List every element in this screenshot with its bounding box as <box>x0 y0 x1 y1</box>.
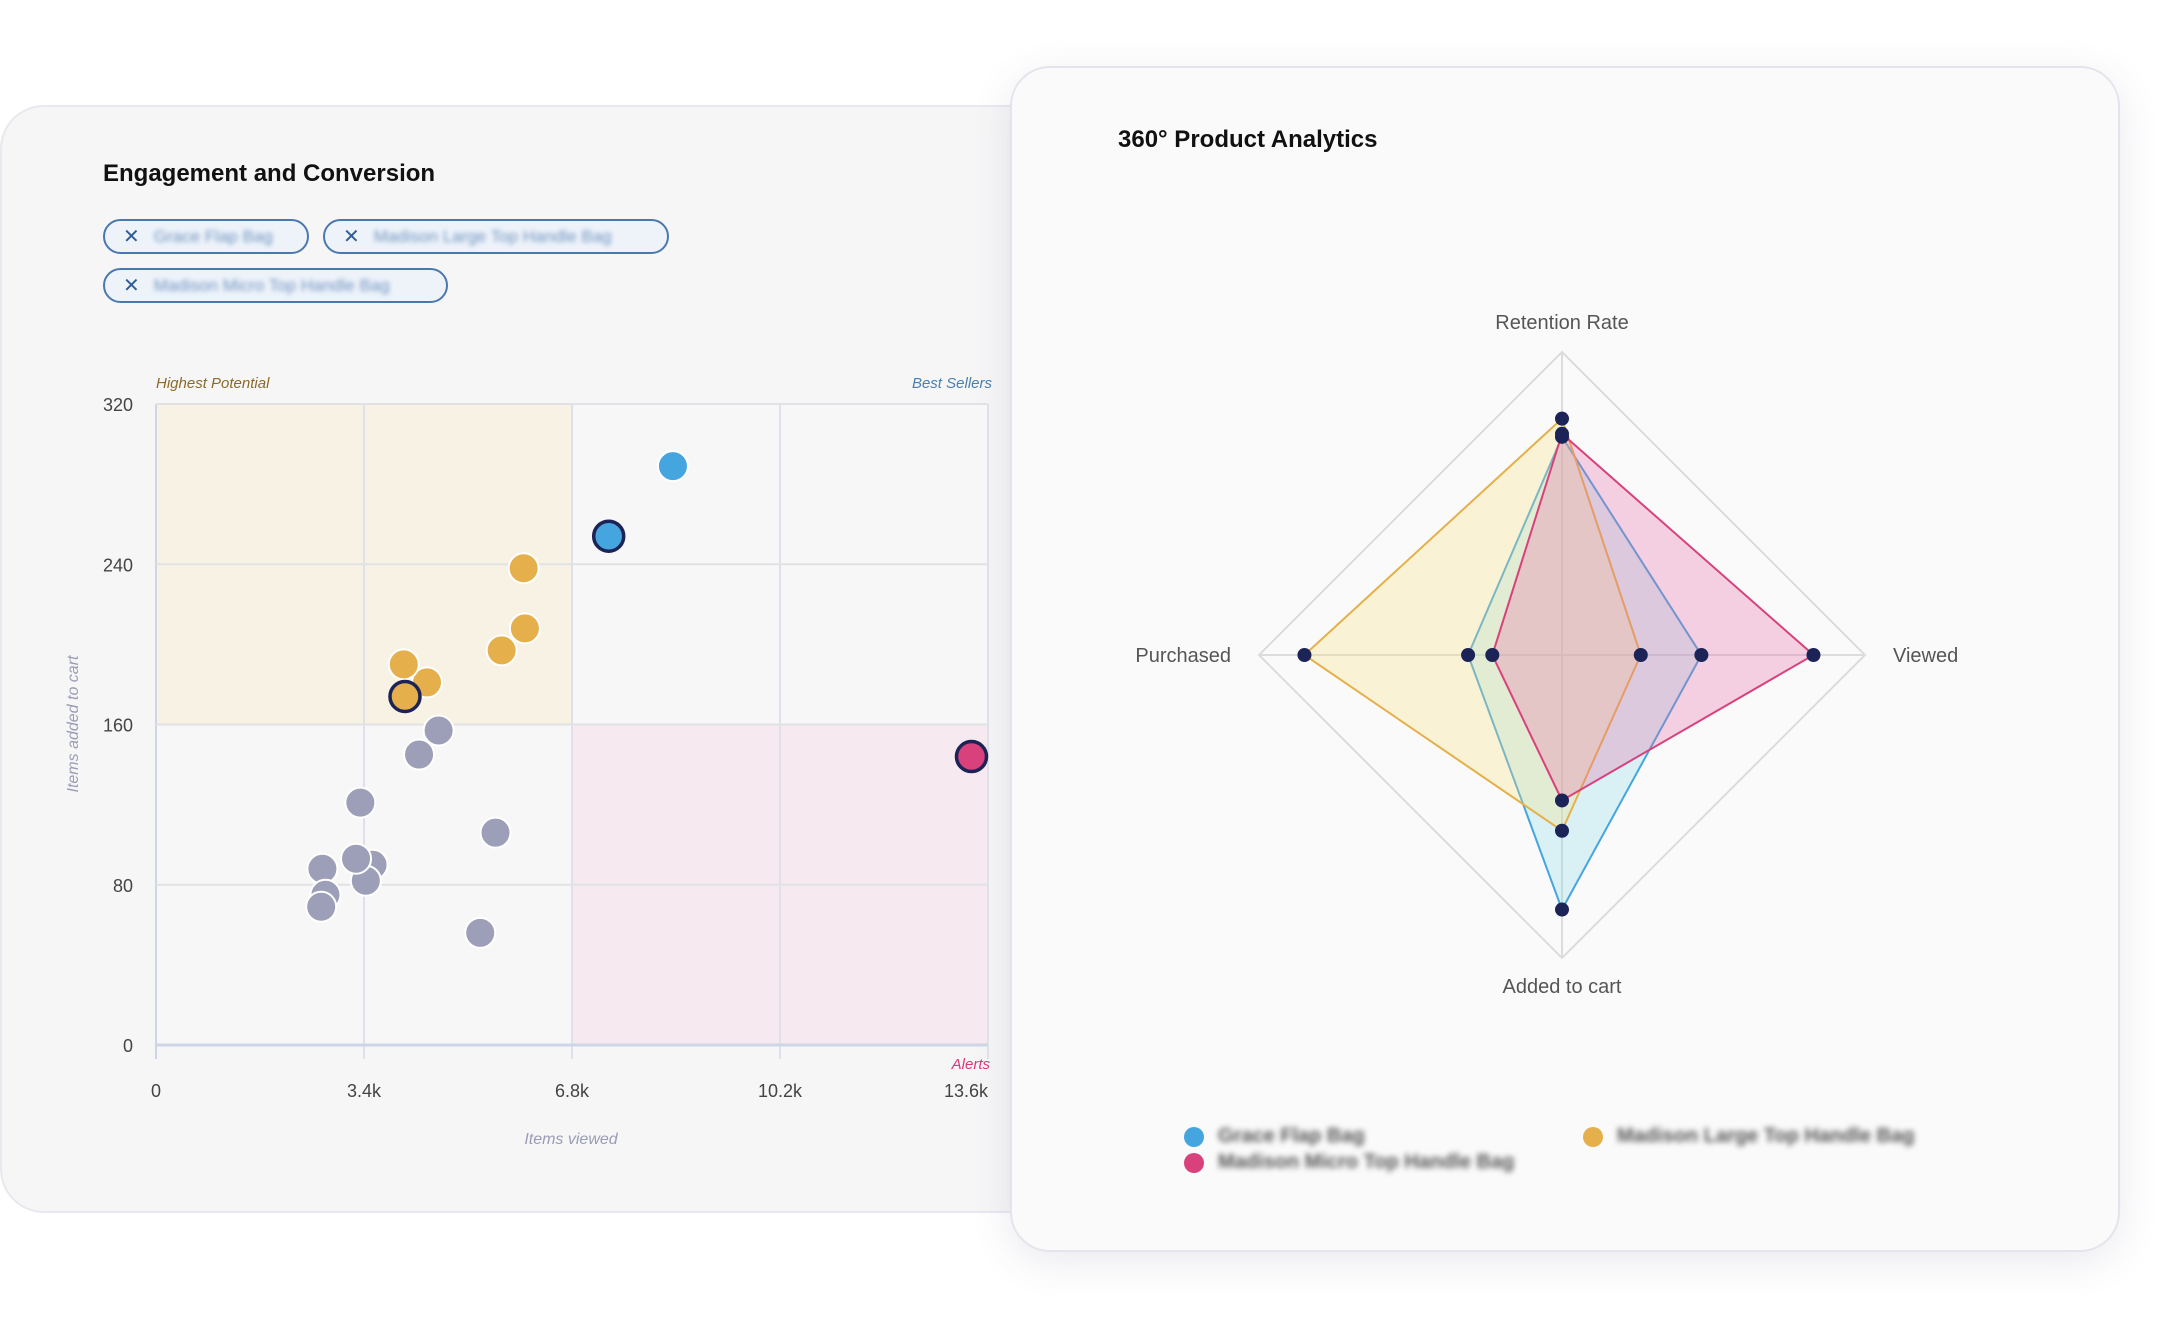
quadrant-label-highest-potential: Highest Potential <box>156 375 270 392</box>
legend-item[interactable]: Madison Micro Top Handle Bag <box>1184 1151 1514 1174</box>
legend-dot <box>1184 1152 1204 1173</box>
close-icon[interactable]: ✕ <box>123 226 140 248</box>
legend-label: Madison Large Top Handle Bag <box>1617 1125 1915 1147</box>
scatter-point-gray <box>305 890 338 923</box>
radar-point <box>1555 902 1569 917</box>
scatter-point-gray <box>464 916 497 949</box>
radar-point <box>1555 426 1569 441</box>
product-analytics-card <box>1010 66 2120 1252</box>
close-icon[interactable]: ✕ <box>343 226 360 248</box>
y-tick-label: 240 <box>103 555 133 575</box>
quadrant-label-best-sellers: Best Sellers <box>912 375 993 392</box>
quadrant-label-alerts: Alerts <box>951 1056 991 1073</box>
legend-item[interactable]: Grace Flap Bag <box>1184 1125 1365 1148</box>
x-tick-label: 3.4k <box>347 1081 382 1101</box>
x-axis-label: Items viewed <box>524 1131 618 1148</box>
radar-axis-label: Purchased <box>1135 645 1231 667</box>
radar-axis-label: Added to cart <box>1503 976 1622 998</box>
scatter-point-gray <box>422 714 455 747</box>
y-axis-label: Items added to cart <box>65 655 82 793</box>
scatter-point-gray <box>479 816 512 849</box>
radar-point <box>1633 648 1648 662</box>
scatter-point-blue <box>591 519 626 553</box>
scatter-point-gray <box>403 738 436 771</box>
scatter-point-yellow <box>508 612 541 645</box>
scatter-point-blue <box>656 450 689 483</box>
chip-label: Madison Micro Top Handle Bag <box>153 275 390 295</box>
scatter-point-yellow <box>388 679 422 714</box>
scatter-point-gray <box>340 842 373 875</box>
filter-chip[interactable]: ✕ Madison Micro Top Handle Bag <box>103 268 448 303</box>
radar-point <box>1555 823 1569 838</box>
x-tick-label: 13.6k <box>944 1081 989 1101</box>
y-tick-label: 320 <box>103 395 133 415</box>
legend-label: Grace Flap Bag <box>1218 1125 1365 1147</box>
radar-point <box>1555 411 1569 426</box>
radar-point <box>1555 793 1569 808</box>
legend-dot <box>1583 1126 1603 1147</box>
legend-dot <box>1184 1126 1204 1147</box>
filter-chip[interactable]: ✕ Madison Large Top Handle Bag <box>323 219 669 254</box>
radar-axis-label: Retention Rate <box>1495 312 1628 334</box>
radar-point <box>1485 648 1500 662</box>
scatter-point-yellow <box>485 634 518 667</box>
radar-axis-label: Viewed <box>1893 645 1958 667</box>
scatter-point-yellow <box>387 648 420 681</box>
scatter-point-pink <box>954 739 989 774</box>
radar-point <box>1461 648 1476 662</box>
x-tick-label: 0 <box>151 1081 161 1101</box>
chip-label: Grace Flap Bag <box>153 226 273 246</box>
radar-point <box>1806 648 1821 662</box>
scatter-point-yellow <box>507 552 540 585</box>
chip-label: Madison Large Top Handle Bag <box>373 226 612 246</box>
close-icon[interactable]: ✕ <box>123 275 140 297</box>
radar-point <box>1297 648 1312 662</box>
legend-label: Madison Micro Top Handle Bag <box>1218 1151 1515 1173</box>
y-tick-label: 80 <box>113 876 133 896</box>
filter-chip[interactable]: ✕ Grace Flap Bag <box>103 219 309 254</box>
analytics-title: 360° Product Analytics <box>1118 126 1378 153</box>
y-tick-label: 160 <box>103 716 133 736</box>
x-tick-label: 10.2k <box>758 1081 803 1101</box>
legend-item[interactable]: Madison Large Top Handle Bag <box>1583 1125 1914 1148</box>
scatter-point-gray <box>344 786 377 819</box>
engagement-title: Engagement and Conversion <box>103 160 436 187</box>
radar-point <box>1694 648 1709 662</box>
x-tick-label: 6.8k <box>555 1081 590 1101</box>
y-tick-label: 0 <box>123 1036 133 1056</box>
